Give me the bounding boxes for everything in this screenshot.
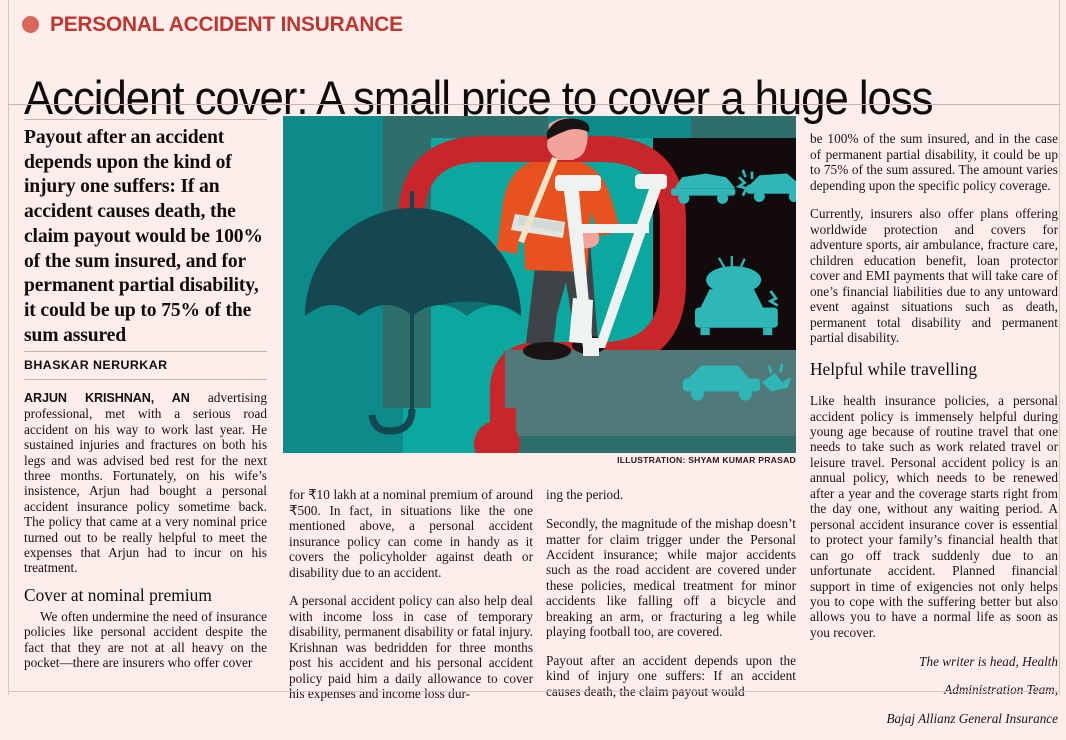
- section-heading-cover-at-nominal-premium: Cover at nominal premium: [24, 584, 212, 605]
- paragraph: for ₹10 lakh at a nominal premium of aro…: [289, 487, 533, 580]
- paragraph: Like health insurance policies, a person…: [810, 393, 1058, 640]
- paragraph: We often undermine the need of insurance…: [24, 608, 267, 671]
- umbrella-shape: [305, 191, 521, 435]
- paragraph-text: advertising professional, met with a ser…: [24, 390, 267, 576]
- kicker-label: PERSONAL ACCIDENT INSURANCE: [50, 12, 403, 36]
- paragraph: Payout after an accident depends upon th…: [546, 652, 796, 699]
- column-1-body: ARJUN KRISHNAN, AN advertising professio…: [24, 390, 267, 671]
- paragraph: A personal accident policy can also help…: [289, 593, 533, 702]
- right-margin-rule: [1059, 0, 1060, 695]
- crutch-shape: [555, 174, 667, 356]
- paragraph: Secondly, the magnitude of the mishap do…: [546, 516, 796, 640]
- column-3-body: ing the period. Secondly, the magnitude …: [546, 474, 796, 713]
- paragraph: ing the period.: [546, 487, 624, 503]
- writer-credit-line-1: The writer is head, Health: [919, 653, 1058, 669]
- illustration-artwork: [283, 116, 796, 453]
- column-2-body: for ₹10 lakh at a nominal premium of aro…: [289, 474, 533, 715]
- kicker: PERSONAL ACCIDENT INSURANCE: [22, 12, 414, 37]
- newspaper-article-page: PERSONAL ACCIDENT INSURANCE Accident cov…: [8, 0, 1060, 726]
- standfirst-bottom-divider: [24, 351, 267, 352]
- article-illustration: [283, 116, 796, 453]
- paragraph: ARJUN KRISHNAN, AN advertising professio…: [24, 390, 267, 576]
- headline-divider: [8, 104, 1060, 105]
- standfirst: Payout after an accident depends upon th…: [24, 127, 263, 346]
- car-crash-icons: [671, 169, 796, 401]
- writer-credit-line-2: Administration Team,: [944, 682, 1058, 698]
- left-margin-rule: [8, 0, 9, 695]
- byline: BHASKAR NERURKAR: [24, 358, 168, 372]
- paragraph: Currently, insurers also offer plans off…: [810, 206, 1058, 346]
- lead-in-text: ARJUN KRISHNAN, AN: [24, 391, 190, 405]
- section-heading-helpful-while-travelling: Helpful while travelling: [810, 358, 978, 379]
- bottom-rule: [8, 691, 1060, 692]
- standfirst-top-divider: [24, 119, 267, 120]
- column-4-body: be 100% of the sum insured, and in the c…: [810, 118, 1058, 740]
- writer-credit-line-3: Bajaj Allianz General Insurance: [886, 711, 1058, 727]
- byline-divider: [24, 379, 267, 380]
- paragraph: be 100% of the sum insured, and in the c…: [810, 131, 1058, 193]
- illustration-credit: ILLUSTRATION: SHYAM KUMAR PRASAD: [617, 455, 796, 465]
- bullet-dot-icon: [22, 16, 39, 33]
- page-title: Accident cover: A small price to cover a…: [24, 71, 934, 125]
